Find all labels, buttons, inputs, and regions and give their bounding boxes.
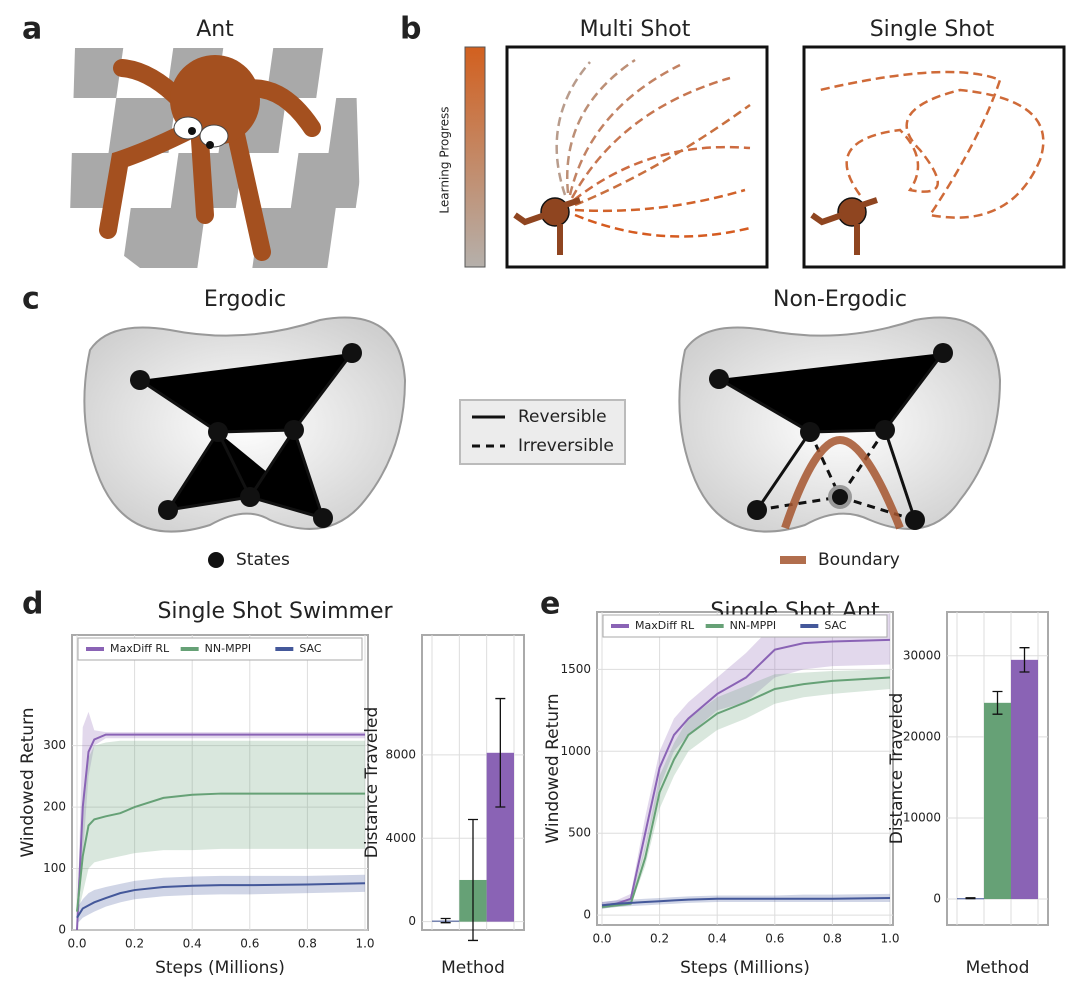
states (130, 343, 953, 530)
x-tick-label: 0.2 (125, 937, 144, 951)
y-tick-label: 100 (43, 861, 66, 875)
y-tick-label: 0 (583, 908, 591, 922)
panel-label: b (400, 12, 421, 47)
panel-title: Ant (196, 17, 234, 42)
y-tick-label: 0 (933, 892, 941, 906)
x-tick-label: 1.0 (880, 932, 899, 946)
y-tick-label: 300 (43, 738, 66, 752)
plot-frame (596, 611, 894, 926)
x-tick-label: 0.2 (650, 932, 669, 946)
error-bar (992, 690, 1003, 715)
y-tick-label: 30000 (903, 648, 941, 662)
y-tick-label: 10000 (903, 810, 941, 824)
line (76, 792, 365, 912)
x-tick-label: 0.6 (240, 937, 259, 951)
y-tick-label: 1500 (560, 662, 591, 676)
legend-label: SAC (299, 642, 322, 655)
x-tick-label: 0.6 (765, 932, 784, 946)
error-bar (1019, 647, 1030, 673)
x-axis-label: Method (441, 958, 505, 978)
x-tick-label: 0.0 (67, 937, 86, 951)
y-tick-label: 0 (58, 923, 66, 937)
legend-label: NN-MPPI (205, 642, 251, 655)
panel-title: Non-Ergodic (773, 287, 907, 312)
error-bar (468, 818, 478, 942)
y-tick-label: 200 (43, 800, 66, 814)
panel-label: c (22, 282, 40, 317)
x-axis-label: Steps (Millions) (155, 958, 285, 978)
y-tick-label: 8000 (385, 747, 416, 761)
chart-title: Single Shot Swimmer (157, 599, 393, 624)
error-bar (440, 917, 451, 924)
panel-label: a (22, 12, 42, 47)
panel-title: Multi Shot (580, 17, 691, 42)
x-tick-label: 0.8 (823, 932, 842, 946)
band (77, 740, 365, 918)
panel-label: e (540, 587, 560, 622)
y-axis-label: Windowed Return (543, 693, 563, 843)
band (602, 669, 890, 909)
legend-label: Irreversible (518, 436, 614, 456)
line (76, 882, 366, 919)
line (601, 638, 891, 907)
legend-label: NN-MPPI (730, 619, 776, 632)
legend (459, 399, 626, 465)
x-tick-label: 0.4 (183, 937, 202, 951)
x-axis-label: Steps (Millions) (680, 958, 810, 978)
x-tick-label: 1.0 (355, 937, 374, 951)
bar (984, 702, 1011, 900)
legend-label: Reversible (518, 407, 607, 427)
band (602, 613, 890, 909)
colorbar (464, 46, 486, 268)
x-axis-label: Method (966, 958, 1030, 978)
x-tick-label: 0.4 (708, 932, 727, 946)
line (76, 733, 365, 931)
y-axis-label: Distance Traveled (887, 693, 907, 845)
trajectories (555, 58, 1045, 238)
x-tick-label: 0.8 (298, 937, 317, 951)
panel-label: d (22, 587, 43, 622)
panel-title: Ergodic (204, 287, 286, 312)
x-tick-label: 0.0 (592, 932, 611, 946)
legend-label: MaxDiff RL (110, 642, 170, 655)
legend-label: SAC (824, 619, 847, 632)
y-axis-label: Distance Traveled (362, 707, 382, 859)
legend-label: MaxDiff RL (635, 619, 695, 632)
y-tick-label: 4000 (385, 831, 416, 845)
line (601, 896, 891, 907)
y-tick-label: 1000 (560, 744, 591, 758)
states-label: States (236, 550, 290, 570)
error-bar (495, 697, 506, 808)
colorbar-label: Learning Progress (438, 106, 452, 213)
frame (505, 45, 769, 269)
legend (77, 637, 363, 661)
band (602, 893, 890, 909)
edges (139, 352, 945, 522)
plot-frame (71, 634, 369, 931)
frame (802, 45, 1066, 269)
panel-title: Single Shot (870, 17, 995, 42)
boundary-label: Boundary (818, 550, 900, 570)
boundary (781, 435, 904, 530)
band (77, 874, 365, 924)
small-ants (513, 197, 878, 255)
bar (1011, 659, 1038, 900)
y-tick-label: 500 (568, 826, 591, 840)
legend (602, 614, 888, 638)
y-axis-label: Windowed Return (18, 707, 38, 857)
y-tick-label: 20000 (903, 729, 941, 743)
y-tick-label: 0 (408, 914, 416, 928)
error-bar (965, 897, 976, 900)
